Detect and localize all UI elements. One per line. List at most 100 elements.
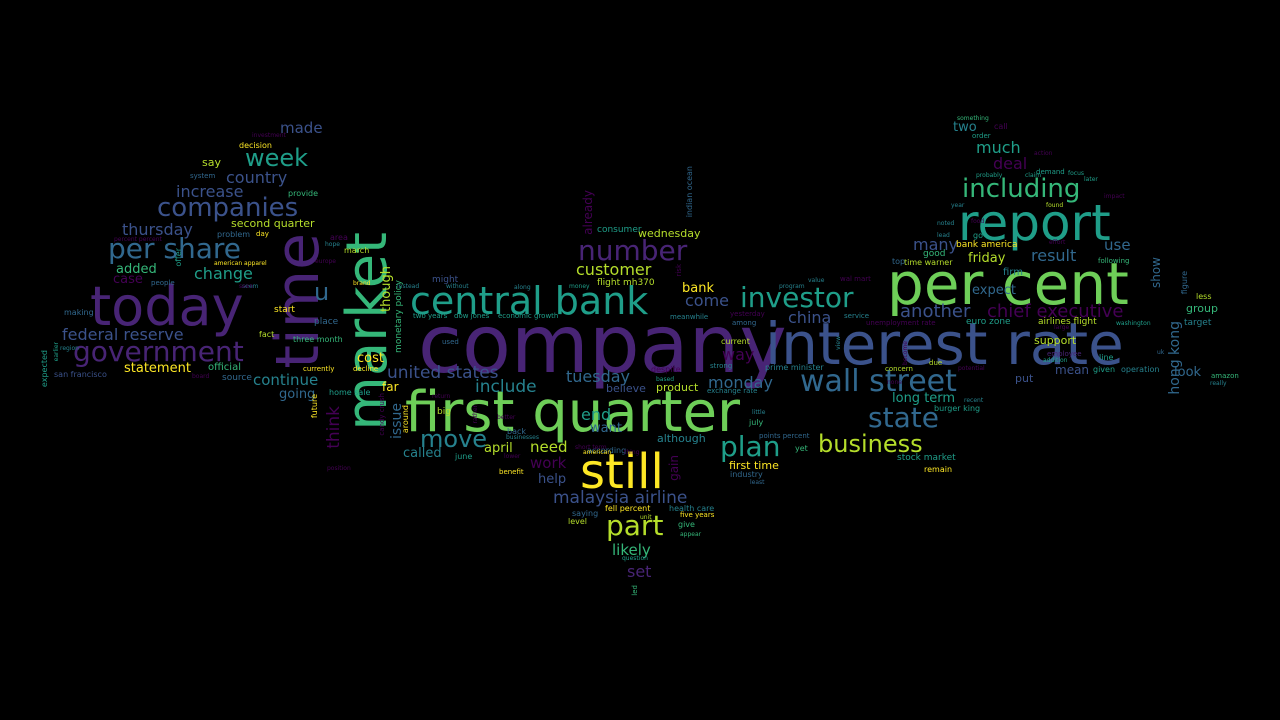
word-official: official xyxy=(208,362,241,373)
word-plan: plan xyxy=(720,430,781,463)
word-say: say xyxy=(202,156,221,169)
word-three-month: three month xyxy=(293,335,343,344)
word-focus: focus xyxy=(1068,170,1085,177)
word-something: something xyxy=(957,115,989,122)
word-exchange-rate: exchange rate xyxy=(707,387,758,395)
word-question: question xyxy=(622,555,648,562)
word-operation: operation xyxy=(1121,365,1160,374)
word-already: already xyxy=(581,190,595,235)
word-think: think xyxy=(324,406,344,449)
word-current: current xyxy=(721,337,750,346)
word-due: due xyxy=(929,359,943,367)
word-investor: investor xyxy=(740,281,854,314)
word-interest-rate: interest rate xyxy=(765,310,1124,378)
word-meanwhile: meanwhile xyxy=(670,313,709,321)
word-change: change xyxy=(194,264,253,283)
word-likely: likely xyxy=(612,541,651,559)
word-investment: investment xyxy=(252,132,286,139)
word-american: american xyxy=(583,449,612,456)
word-concern: concern xyxy=(885,365,913,373)
word-recent: recent xyxy=(964,397,984,404)
word-gain: gain xyxy=(667,455,681,481)
word-probably: probably xyxy=(976,172,1003,179)
word-brand: brand xyxy=(353,280,371,287)
word-less: less xyxy=(1196,292,1212,301)
word-per-share: per share xyxy=(108,232,242,265)
word-product: product xyxy=(656,381,699,394)
word-currently: currently xyxy=(303,365,335,373)
word-business: business xyxy=(818,430,923,458)
word-friday: friday xyxy=(968,251,1006,266)
word-given: given xyxy=(1093,365,1116,374)
word-still: still xyxy=(580,444,664,500)
word-offer: offer xyxy=(174,248,183,267)
word-unit: unit xyxy=(640,514,652,521)
word-decline: decline xyxy=(353,365,379,373)
word-added: added xyxy=(116,262,157,277)
word-claim: claim xyxy=(1025,172,1042,179)
word-start: start xyxy=(274,305,295,315)
word-appear: appear xyxy=(680,531,702,538)
word-first-time: first time xyxy=(729,459,779,472)
word-none: none xyxy=(887,379,902,386)
word-provide: provide xyxy=(288,189,319,198)
word-long-term: long term xyxy=(892,391,956,406)
word-food: food xyxy=(971,218,985,225)
word-addition: addition xyxy=(1043,357,1068,364)
word-fact: fact xyxy=(259,330,275,339)
word-businesses: businesses xyxy=(506,434,539,441)
word-federal-reserve: federal reserve xyxy=(62,325,184,344)
word-called: called xyxy=(403,446,442,461)
word-bank-america: bank america xyxy=(956,240,1018,250)
word-give: give xyxy=(678,520,695,529)
word-five-years: five years xyxy=(680,511,715,519)
word-source: source xyxy=(222,373,252,383)
word-chief-executive: chief executive xyxy=(987,301,1124,322)
word-customer: customer xyxy=(576,260,652,279)
word-san-francisco: san francisco xyxy=(54,370,107,379)
word-really: really xyxy=(1210,380,1227,387)
word-believe: believe xyxy=(606,382,646,395)
word-program: program xyxy=(779,283,805,290)
word-found: found xyxy=(1046,202,1064,209)
word-lower: lower xyxy=(504,453,521,460)
word-companies: companies xyxy=(157,193,299,223)
word-two: two xyxy=(953,120,977,135)
word-far: far xyxy=(382,380,399,394)
word-per-cent: per cent xyxy=(887,250,1129,318)
word-rather: rather xyxy=(472,405,479,424)
word-country: country xyxy=(226,168,288,187)
word-expected: expected xyxy=(40,350,49,388)
word-two-years: two years xyxy=(413,312,448,320)
word-firm: firm xyxy=(1003,267,1023,278)
word-top: top xyxy=(892,257,906,266)
word-need: need xyxy=(530,438,568,456)
word-end: end xyxy=(581,405,612,424)
word-potential: potential xyxy=(958,365,985,372)
word-monetary-policy: monetary policy xyxy=(394,280,404,353)
word-line: line xyxy=(1099,353,1114,362)
word-money: money xyxy=(569,283,590,290)
word-company: company xyxy=(418,298,787,391)
word-made: made xyxy=(280,119,323,137)
word-later: later xyxy=(1084,176,1098,183)
word-according: according xyxy=(587,446,627,455)
word-go: go xyxy=(973,231,983,240)
word-increase: increase xyxy=(176,182,244,201)
word-seen: seen xyxy=(239,283,254,290)
word-large: large xyxy=(1054,324,1070,331)
word-uk: uk xyxy=(1157,349,1165,356)
word-little: little xyxy=(752,409,766,416)
word-position: position xyxy=(327,465,351,472)
word-employee: employee xyxy=(1047,350,1082,358)
word-cost: cost xyxy=(357,351,384,366)
word-led: led xyxy=(631,585,639,596)
word-level: level xyxy=(568,517,588,526)
word-indian-ocean: indian ocean xyxy=(685,166,694,218)
word-home-sale: home sale xyxy=(329,388,371,397)
word-june: june xyxy=(455,452,473,461)
word-much: much xyxy=(976,138,1021,157)
word-return: return xyxy=(432,393,451,400)
word-flight-mh370: flight mh370 xyxy=(597,278,655,288)
